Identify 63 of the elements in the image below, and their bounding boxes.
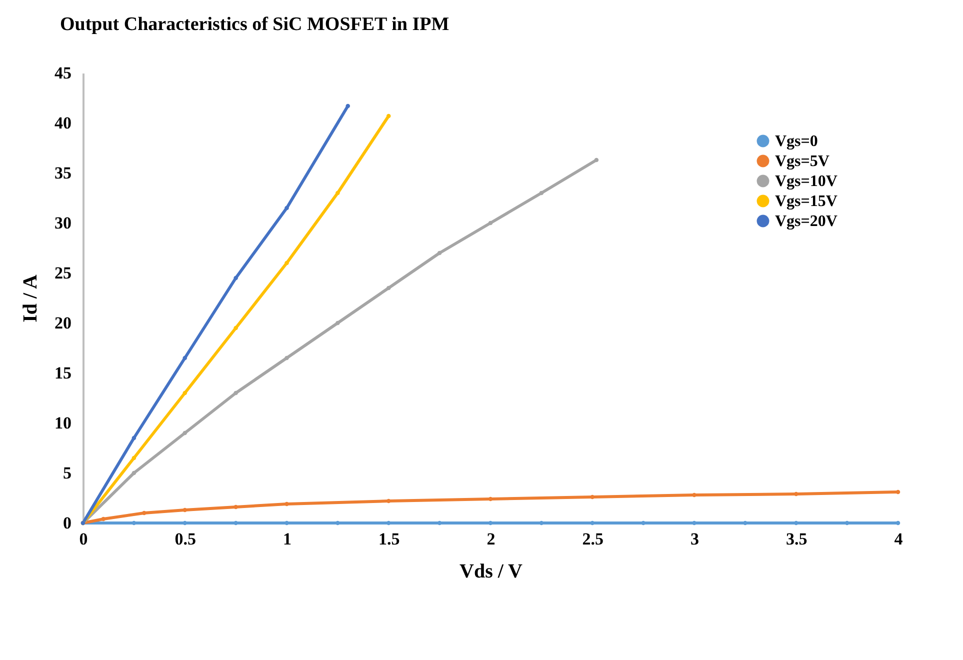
point bbox=[132, 456, 136, 460]
legend-label: Vgs=5V bbox=[775, 153, 830, 170]
point bbox=[794, 492, 798, 496]
chart-title: Output Characteristics of SiC MOSFET in IPM bbox=[60, 14, 450, 35]
y-tick-label: 40 bbox=[54, 114, 72, 132]
legend-label: Vgs=15V bbox=[775, 193, 838, 210]
point bbox=[234, 390, 238, 396]
y-tick-label: 20 bbox=[54, 314, 72, 332]
point bbox=[234, 326, 238, 330]
point bbox=[743, 520, 748, 526]
y-tick-label: 15 bbox=[54, 364, 72, 382]
legend-label: Vgs=20V bbox=[775, 213, 838, 230]
y-tick-label: 10 bbox=[54, 414, 72, 432]
point bbox=[386, 286, 391, 290]
x-tick-label: 3 bbox=[690, 530, 699, 548]
point bbox=[692, 520, 696, 526]
x-tick-label: 4 bbox=[894, 530, 904, 548]
point bbox=[437, 250, 442, 256]
x-tick-label: 1.5 bbox=[378, 530, 400, 548]
point bbox=[336, 520, 340, 526]
point bbox=[182, 508, 187, 512]
y-tick-label: 35 bbox=[54, 164, 72, 182]
legend-label: Vgs=10V bbox=[775, 173, 838, 190]
point bbox=[641, 520, 646, 526]
point bbox=[182, 430, 187, 436]
y-tick-label: 45 bbox=[54, 64, 72, 82]
x-tick-label: 2.5 bbox=[582, 530, 604, 548]
x-tick-label: 3.5 bbox=[786, 530, 808, 548]
point bbox=[142, 510, 146, 516]
y-tick-label: 30 bbox=[54, 214, 72, 232]
y-tick-label: 0 bbox=[63, 514, 72, 532]
point bbox=[594, 158, 599, 162]
point bbox=[234, 504, 238, 510]
point bbox=[336, 190, 340, 196]
point bbox=[284, 520, 289, 526]
y-axis-title: Id / A bbox=[20, 274, 42, 322]
x-tick-label: 0 bbox=[79, 530, 88, 548]
point bbox=[488, 220, 493, 226]
point bbox=[590, 494, 594, 500]
point bbox=[101, 516, 106, 522]
point bbox=[386, 498, 391, 504]
point bbox=[284, 260, 289, 266]
x-axis-title: Vds / V bbox=[460, 560, 524, 582]
point bbox=[539, 190, 544, 196]
y-tick-label: 5 bbox=[63, 464, 72, 482]
point bbox=[132, 436, 136, 440]
point bbox=[346, 104, 350, 108]
point bbox=[234, 520, 238, 526]
x-tick-label: 0.5 bbox=[174, 530, 196, 548]
point bbox=[386, 114, 391, 118]
point bbox=[284, 356, 289, 360]
point bbox=[182, 390, 187, 396]
point bbox=[182, 356, 187, 360]
point bbox=[692, 492, 696, 498]
y-tick-label: 25 bbox=[54, 264, 72, 282]
point bbox=[336, 320, 340, 326]
point bbox=[284, 206, 289, 210]
point bbox=[284, 502, 289, 506]
x-tick-label: 2 bbox=[486, 530, 496, 548]
legend-label: Vgs=0 bbox=[775, 133, 818, 150]
point bbox=[132, 470, 136, 476]
point bbox=[234, 276, 238, 280]
x-tick-label: 1 bbox=[283, 530, 292, 548]
